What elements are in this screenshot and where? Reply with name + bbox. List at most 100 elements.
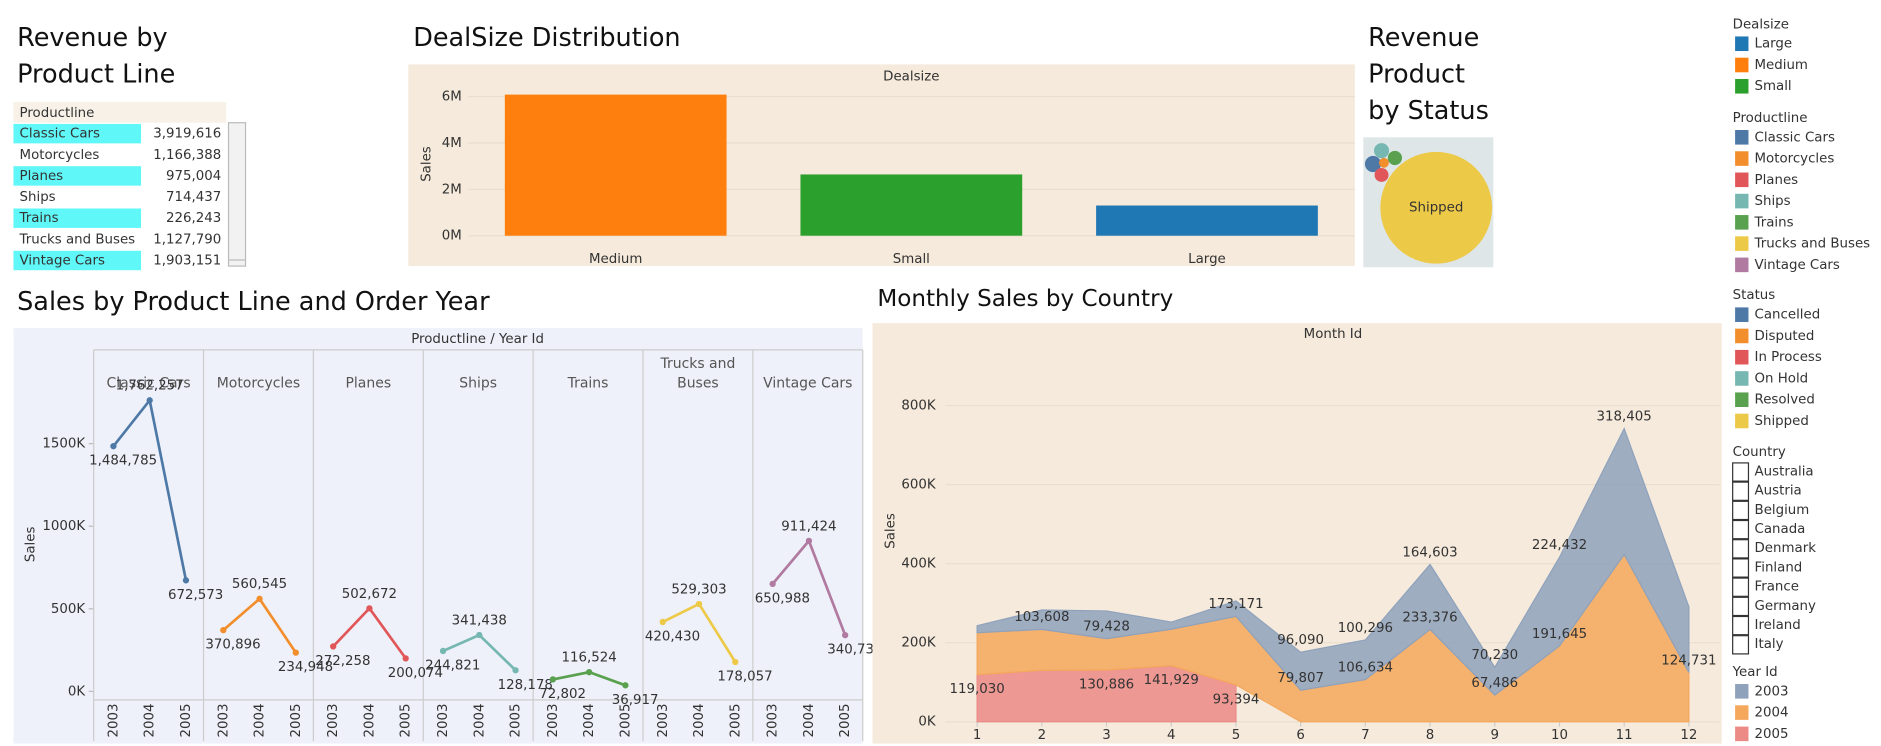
x-tick-label: 2004 xyxy=(692,703,707,737)
table-header-bg xyxy=(13,102,227,123)
legend-label: 2003 xyxy=(1755,684,1789,699)
panel-title: Vintage Cars xyxy=(763,374,853,392)
legend-checkbox[interactable] xyxy=(1732,500,1750,521)
row-value: 1,127,790 xyxy=(153,232,221,247)
x-tick-label: 2005 xyxy=(618,703,633,737)
data-label: 420,430 xyxy=(645,630,700,645)
legend-label: Canada xyxy=(1755,522,1806,537)
y-tick-label: 2M xyxy=(442,182,462,197)
legend-checkbox[interactable] xyxy=(1732,577,1750,597)
legend-label: Austria xyxy=(1755,484,1802,499)
legend-checkbox[interactable] xyxy=(1732,462,1750,482)
panel-title: Classic Cars xyxy=(106,374,191,392)
data-label: 191,645 xyxy=(1532,627,1587,642)
legend-checkbox[interactable] xyxy=(1732,558,1750,578)
bar xyxy=(1096,205,1318,236)
data-label: 1,762,257 xyxy=(116,379,184,394)
legend-swatch xyxy=(1735,257,1749,273)
bubble xyxy=(1380,151,1493,264)
legend-label: Finland xyxy=(1755,560,1803,575)
point xyxy=(182,577,190,584)
legend-checkbox[interactable] xyxy=(1732,519,1750,540)
legend-swatch xyxy=(1735,328,1749,344)
legend-checkbox[interactable] xyxy=(1732,481,1750,501)
legend-checkbox[interactable] xyxy=(1732,635,1750,655)
panel-title: Trucks and Buses xyxy=(660,354,736,392)
point xyxy=(366,605,373,612)
row-value: 1,166,388 xyxy=(153,148,221,163)
y-tick-label: 0M xyxy=(442,229,462,244)
chart-title-box: Sales by Product Line and Order Year xyxy=(17,286,490,316)
x-tick-label: 1 xyxy=(973,728,982,743)
legend-checkbox[interactable] xyxy=(1732,539,1750,559)
legend-swatch xyxy=(1735,413,1749,429)
point xyxy=(622,682,629,689)
panel-title-box: Vintage Cars xyxy=(763,374,853,392)
row-value: 1,903,151 xyxy=(153,253,221,268)
chart-title: Sales by Product Line and Order Year xyxy=(17,286,490,316)
x-tick-label: 10 xyxy=(1551,728,1568,743)
data-label: 72,802 xyxy=(539,687,586,702)
x-tick-label: 5 xyxy=(1232,728,1241,743)
legend-swatch xyxy=(1735,151,1749,166)
row-value: 226,243 xyxy=(166,211,221,226)
data-label: 93,394 xyxy=(1213,692,1260,707)
data-label: 106,634 xyxy=(1338,660,1393,675)
data-label: 119,030 xyxy=(950,682,1005,697)
x-tick-label: 2003 xyxy=(656,703,671,737)
legend-label: France xyxy=(1755,580,1799,595)
bubble xyxy=(1373,143,1390,159)
data-label: 233,376 xyxy=(1402,610,1457,625)
point xyxy=(110,442,117,450)
data-label: 672,573 xyxy=(168,588,223,603)
x-tick-label: Medium xyxy=(589,252,642,267)
legend-checkbox[interactable] xyxy=(1732,615,1750,636)
legend-title: Status xyxy=(1733,288,1776,303)
row-value: 714,437 xyxy=(166,190,221,205)
point xyxy=(256,595,263,602)
x-tick-label: 4 xyxy=(1167,728,1176,743)
row-value: 975,004 xyxy=(166,169,221,184)
y-axis-label: Sales xyxy=(23,526,38,562)
point xyxy=(586,669,593,676)
legend-label: Disputed xyxy=(1755,329,1815,344)
legend-label: 2005 xyxy=(1755,727,1789,742)
scrollbar xyxy=(227,122,247,267)
legend-swatch xyxy=(1735,130,1749,145)
column-header: Productline xyxy=(20,106,95,121)
point xyxy=(330,643,337,650)
legend-label: Belgium xyxy=(1755,503,1810,518)
point xyxy=(439,647,447,655)
row-label: Motorcycles xyxy=(20,148,100,163)
x-tick-label: 2004 xyxy=(362,703,377,737)
legend-label: 2004 xyxy=(1755,706,1789,721)
row-value: 3,919,616 xyxy=(153,127,221,142)
data-label: 234,948 xyxy=(278,660,333,675)
bubble xyxy=(1374,167,1389,182)
y-axis-label: Sales xyxy=(420,146,435,182)
x-tick-label: 2005 xyxy=(728,703,743,737)
legend-label: Trucks and Buses xyxy=(1754,237,1871,252)
point xyxy=(402,655,409,662)
bar xyxy=(800,174,1023,236)
chart-title: Monthly Sales by Country xyxy=(877,285,1174,313)
x-tick-label: 2003 xyxy=(106,703,121,737)
data-label: 340,739 xyxy=(827,643,882,658)
point xyxy=(549,676,557,683)
bubble xyxy=(1379,157,1389,168)
legend-label: Australia xyxy=(1755,464,1814,479)
legend-label: On Hold xyxy=(1755,371,1809,386)
x-tick-label: 9 xyxy=(1491,728,1500,743)
data-label: 36,917 xyxy=(612,693,659,708)
x-tick-label: 3 xyxy=(1102,728,1111,743)
x-tick-label: 2003 xyxy=(546,703,561,737)
chart-title: Revenue Product by Status xyxy=(1368,23,1489,126)
data-label: 178,057 xyxy=(717,670,772,685)
legend-checkbox[interactable] xyxy=(1732,596,1750,617)
y-tick-label: 4M xyxy=(442,136,462,151)
x-tick-label: 2 xyxy=(1038,728,1047,743)
data-label: 128,178 xyxy=(498,678,553,693)
x-tick-label: 2004 xyxy=(802,703,817,737)
data-label: 650,988 xyxy=(755,591,810,606)
x-tick-label: 11 xyxy=(1616,728,1633,743)
